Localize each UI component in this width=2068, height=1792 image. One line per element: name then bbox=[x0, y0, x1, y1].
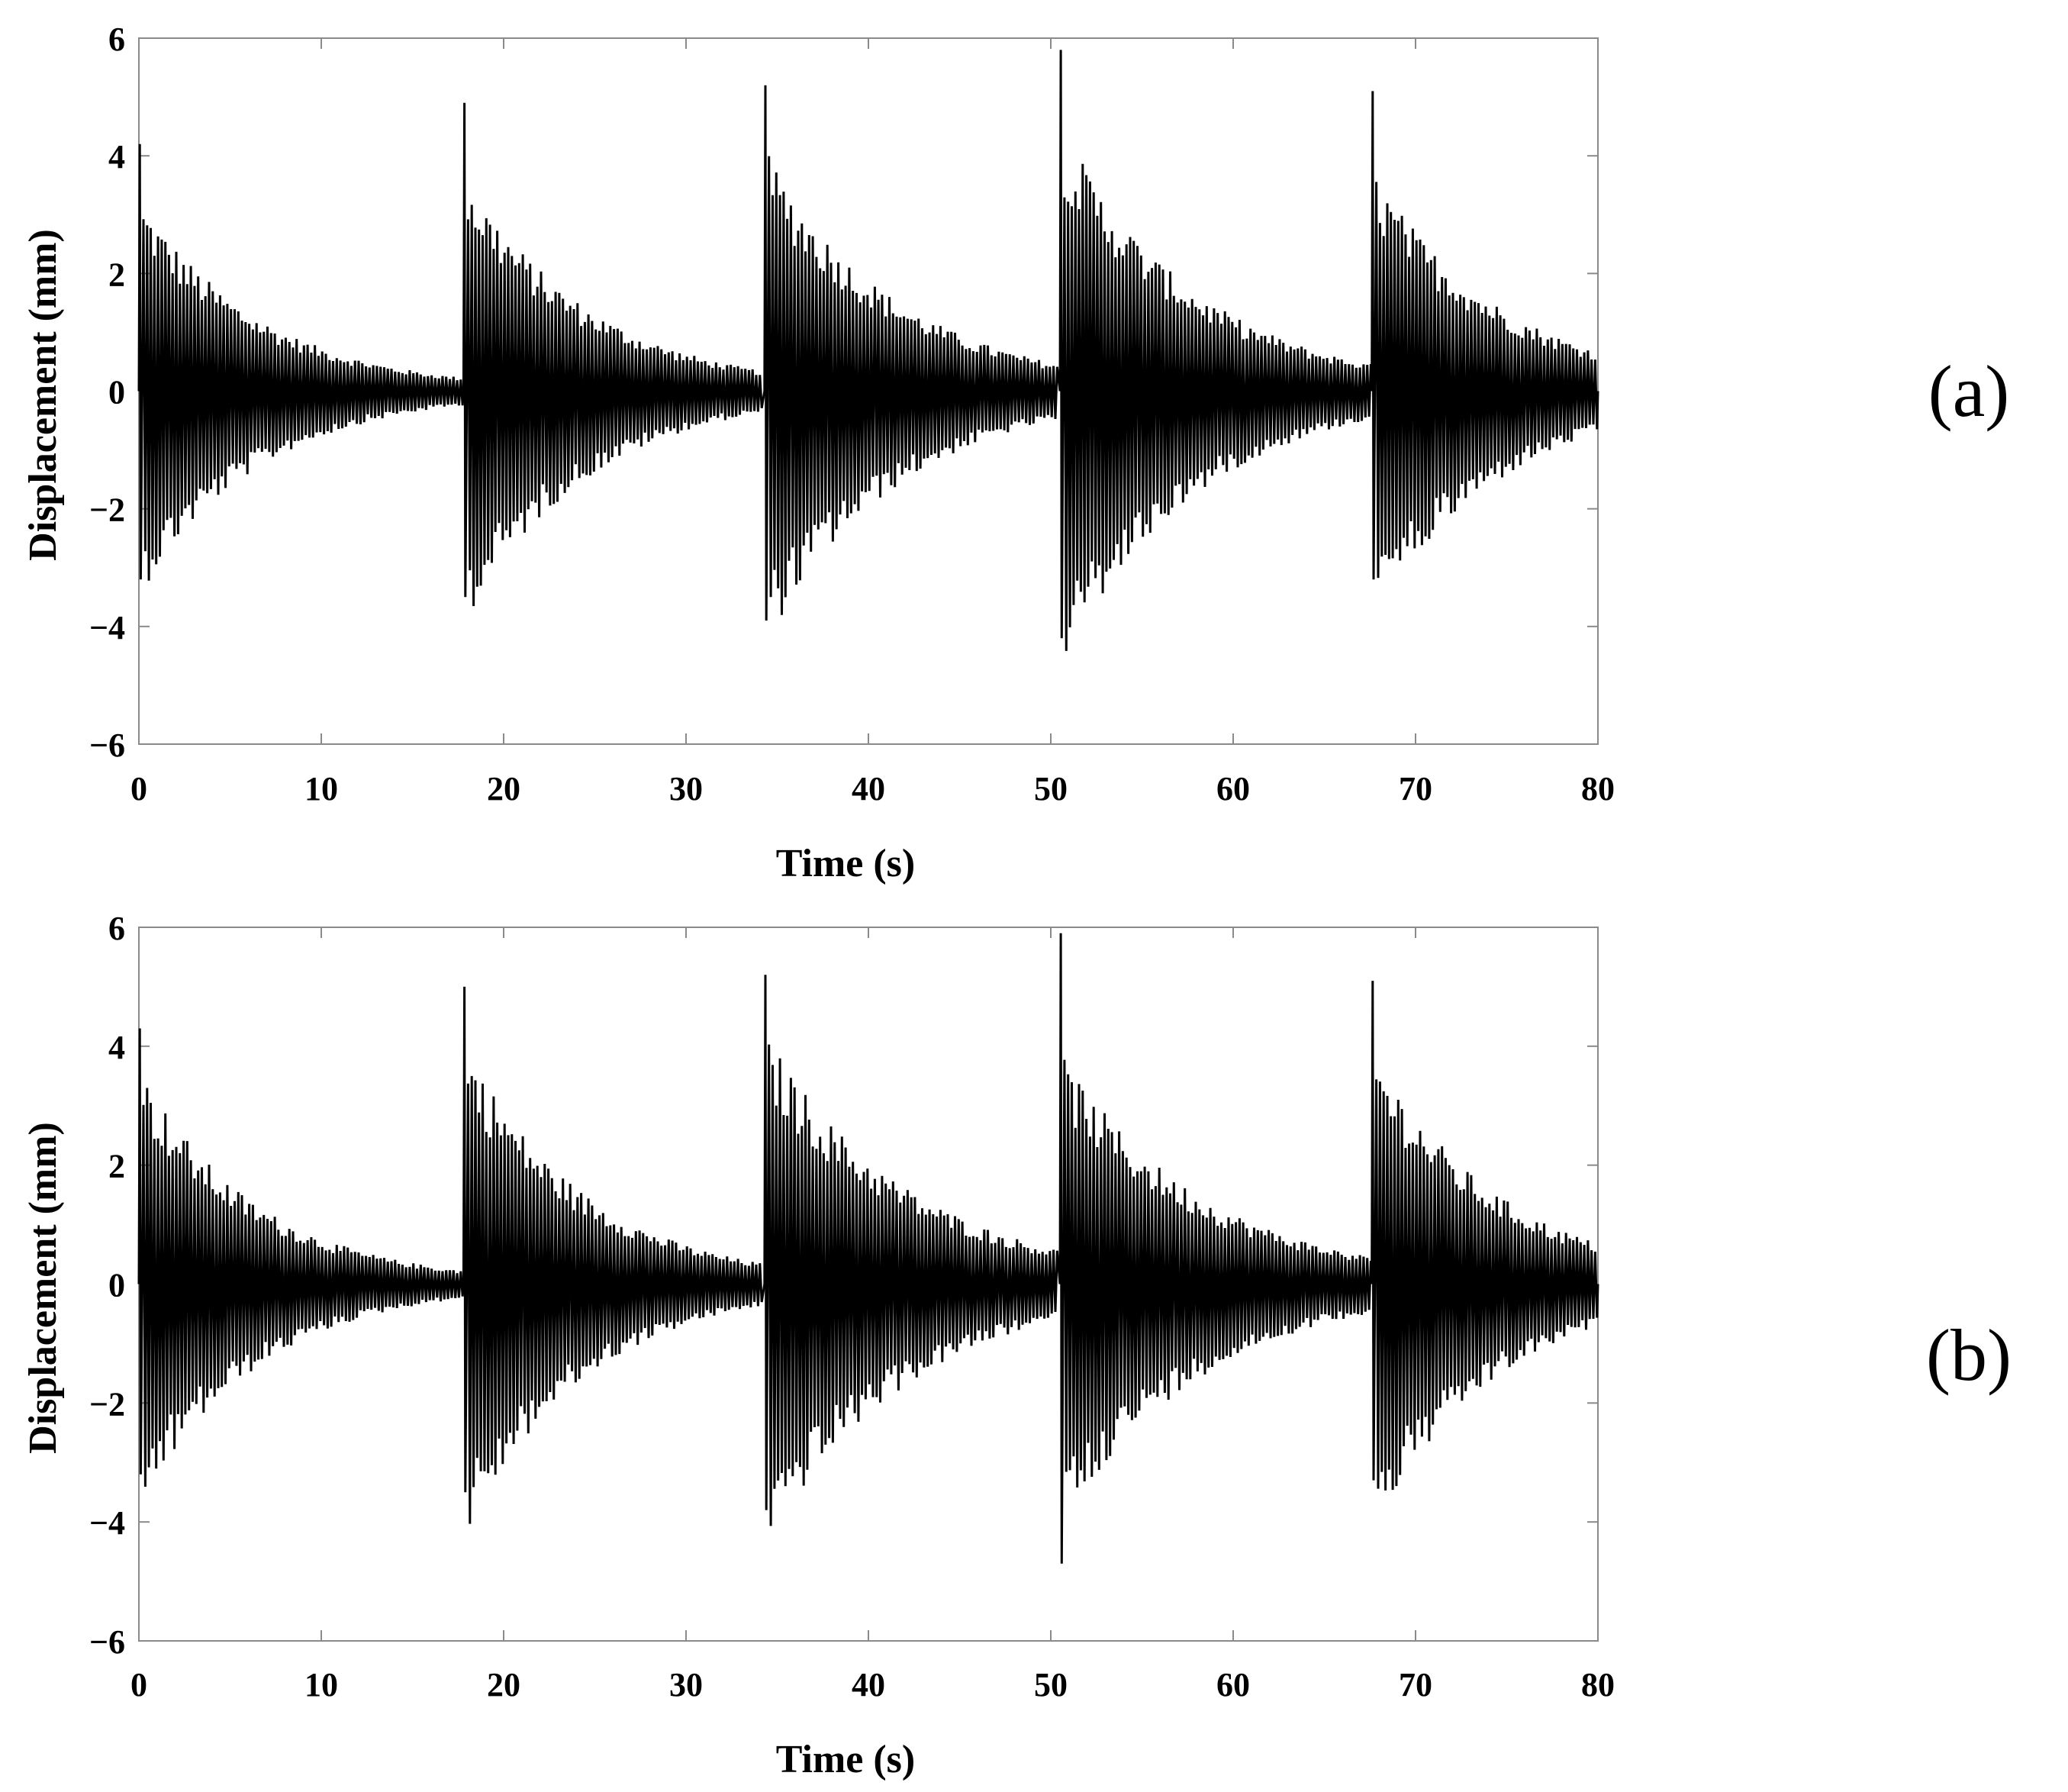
y-axis-label: Displacement (mm) bbox=[21, 229, 65, 561]
x-tick-label: 80 bbox=[1581, 770, 1615, 807]
signal-segment-4 bbox=[1058, 933, 1374, 1564]
x-tick-label: 60 bbox=[1216, 770, 1250, 807]
y-tick-label: 4 bbox=[108, 1029, 125, 1066]
signal-segment-5 bbox=[1371, 91, 1599, 580]
y-axis-label: Displacement (mm) bbox=[21, 1122, 65, 1454]
x-tick-label: 10 bbox=[304, 770, 338, 807]
x-tick-label: 70 bbox=[1399, 1666, 1432, 1703]
signal-segment-4 bbox=[1058, 50, 1374, 651]
y-tick-label: −4 bbox=[89, 609, 125, 646]
y-tick-label: 0 bbox=[108, 1267, 125, 1304]
x-axis-label: Time (s) bbox=[776, 842, 915, 885]
x-tick-label: 50 bbox=[1034, 770, 1068, 807]
x-tick-label: 40 bbox=[852, 1666, 885, 1703]
y-tick-label: 0 bbox=[108, 374, 125, 411]
signal-segment-1 bbox=[137, 1028, 465, 1487]
x-tick-label: 20 bbox=[487, 1666, 520, 1703]
signal-segment-5 bbox=[1371, 981, 1599, 1491]
y-tick-label: −6 bbox=[89, 1623, 125, 1661]
x-tick-label: 20 bbox=[487, 770, 520, 807]
signal-segment-2 bbox=[462, 986, 766, 1524]
x-tick-label: 70 bbox=[1399, 770, 1432, 807]
signal-segment-2 bbox=[462, 102, 766, 607]
x-tick-label: 0 bbox=[130, 770, 147, 807]
x-tick-label: 50 bbox=[1034, 1666, 1068, 1703]
signal-segment-3 bbox=[763, 975, 1061, 1526]
y-tick-label: 2 bbox=[108, 256, 125, 293]
y-tick-label: 6 bbox=[108, 910, 125, 947]
x-tick-label: 30 bbox=[669, 1666, 703, 1703]
y-tick-label: 6 bbox=[108, 21, 125, 58]
signal-segment-3 bbox=[763, 85, 1061, 621]
panel-label: (b) bbox=[1926, 1314, 2012, 1396]
x-axis-label: Time (s) bbox=[776, 1738, 915, 1781]
y-tick-label: −2 bbox=[89, 1385, 125, 1423]
x-tick-label: 80 bbox=[1581, 1666, 1615, 1703]
signal-segment-1 bbox=[137, 143, 465, 581]
x-tick-label: 0 bbox=[130, 1666, 147, 1703]
y-tick-label: −4 bbox=[89, 1504, 125, 1542]
x-tick-label: 10 bbox=[304, 1666, 338, 1703]
y-tick-label: −6 bbox=[89, 727, 125, 764]
panel-label: (a) bbox=[1928, 350, 2010, 432]
y-tick-label: 2 bbox=[108, 1148, 125, 1185]
x-tick-label: 40 bbox=[852, 770, 885, 807]
y-tick-label: 4 bbox=[108, 138, 125, 176]
x-tick-label: 30 bbox=[669, 770, 703, 807]
x-tick-label: 60 bbox=[1216, 1666, 1250, 1703]
y-tick-label: −2 bbox=[89, 492, 125, 529]
